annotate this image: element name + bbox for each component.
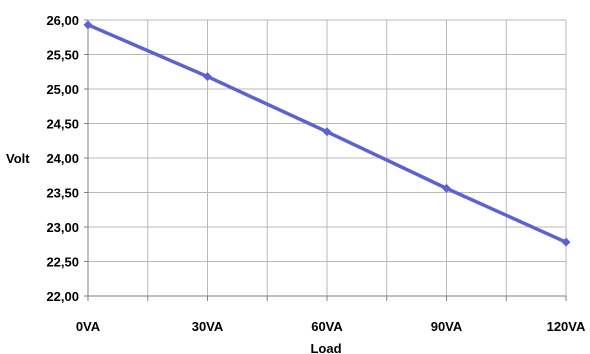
data-point-marker [83,20,93,30]
y-tick-label: 26,00 [46,13,79,28]
series-layer [83,20,571,247]
y-axis-title: Volt [6,151,30,166]
x-tick-labels: 0VA 30VA 60VA 90VA 120VA [76,319,586,334]
data-point-marker [322,127,332,137]
x-tick-label: 30VA [192,319,224,334]
y-tick-label: 25,50 [46,48,79,63]
y-tick-label: 23,50 [46,186,79,201]
x-tick-label: 120VA [547,319,586,334]
y-tick-label: 23,00 [46,220,79,235]
y-tick-label: 22,00 [46,289,79,304]
y-tick-label: 25,00 [46,82,79,97]
y-tick-label: 22,50 [46,255,79,270]
x-axis-title: Load [310,341,341,354]
x-tick-label: 90VA [431,319,463,334]
y-tick-labels: 22,00 22,50 23,00 23,50 24,00 24,50 25,00 25,50… [46,13,79,304]
x-tick-label: 60VA [311,319,343,334]
grid-lines [88,19,567,296]
data-point-marker [203,72,212,82]
axes [84,19,567,301]
y-tick-label: 24,00 [46,151,79,166]
data-point-marker [442,183,451,193]
data-point-marker [561,237,571,247]
y-tick-label: 24,50 [46,117,79,132]
x-tick-label: 0VA [76,319,101,334]
